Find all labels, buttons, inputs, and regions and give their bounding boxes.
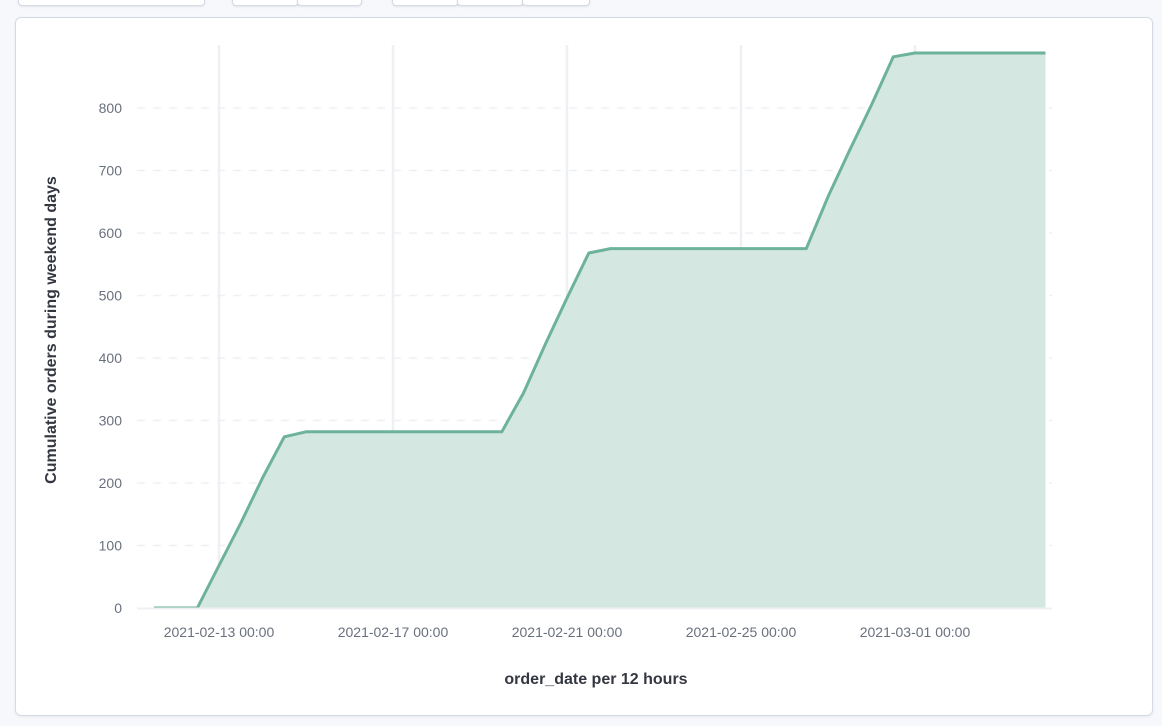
toolbar-button[interactable] (297, 0, 362, 6)
y-tick-label: 700 (99, 163, 123, 179)
y-tick-label: 800 (99, 100, 123, 116)
y-tick-label: 600 (99, 225, 123, 241)
x-tick-label: 2021-03-01 00:00 (860, 624, 971, 640)
y-tick-label: 400 (99, 350, 123, 366)
y-tick-label: 200 (99, 475, 123, 491)
toolbar-button[interactable] (522, 0, 590, 6)
series-line (153, 51, 1046, 610)
y-tick-label: 300 (99, 413, 123, 429)
y-axis-title: Cumulative orders during weekend days (43, 176, 60, 484)
y-tick-label: 100 (99, 538, 123, 554)
x-axis-title: order_date per 12 hours (504, 671, 687, 688)
y-tick-label: 0 (114, 600, 122, 616)
x-tick-label: 2021-02-17 00:00 (338, 624, 449, 640)
toolbar-button[interactable] (18, 0, 205, 6)
x-tick-label: 2021-02-21 00:00 (512, 624, 623, 640)
area-fill (153, 53, 1046, 608)
x-tick-label: 2021-02-25 00:00 (686, 624, 797, 640)
x-tick-label: 2021-02-13 00:00 (164, 624, 275, 640)
y-tick-label: 500 (99, 288, 123, 304)
